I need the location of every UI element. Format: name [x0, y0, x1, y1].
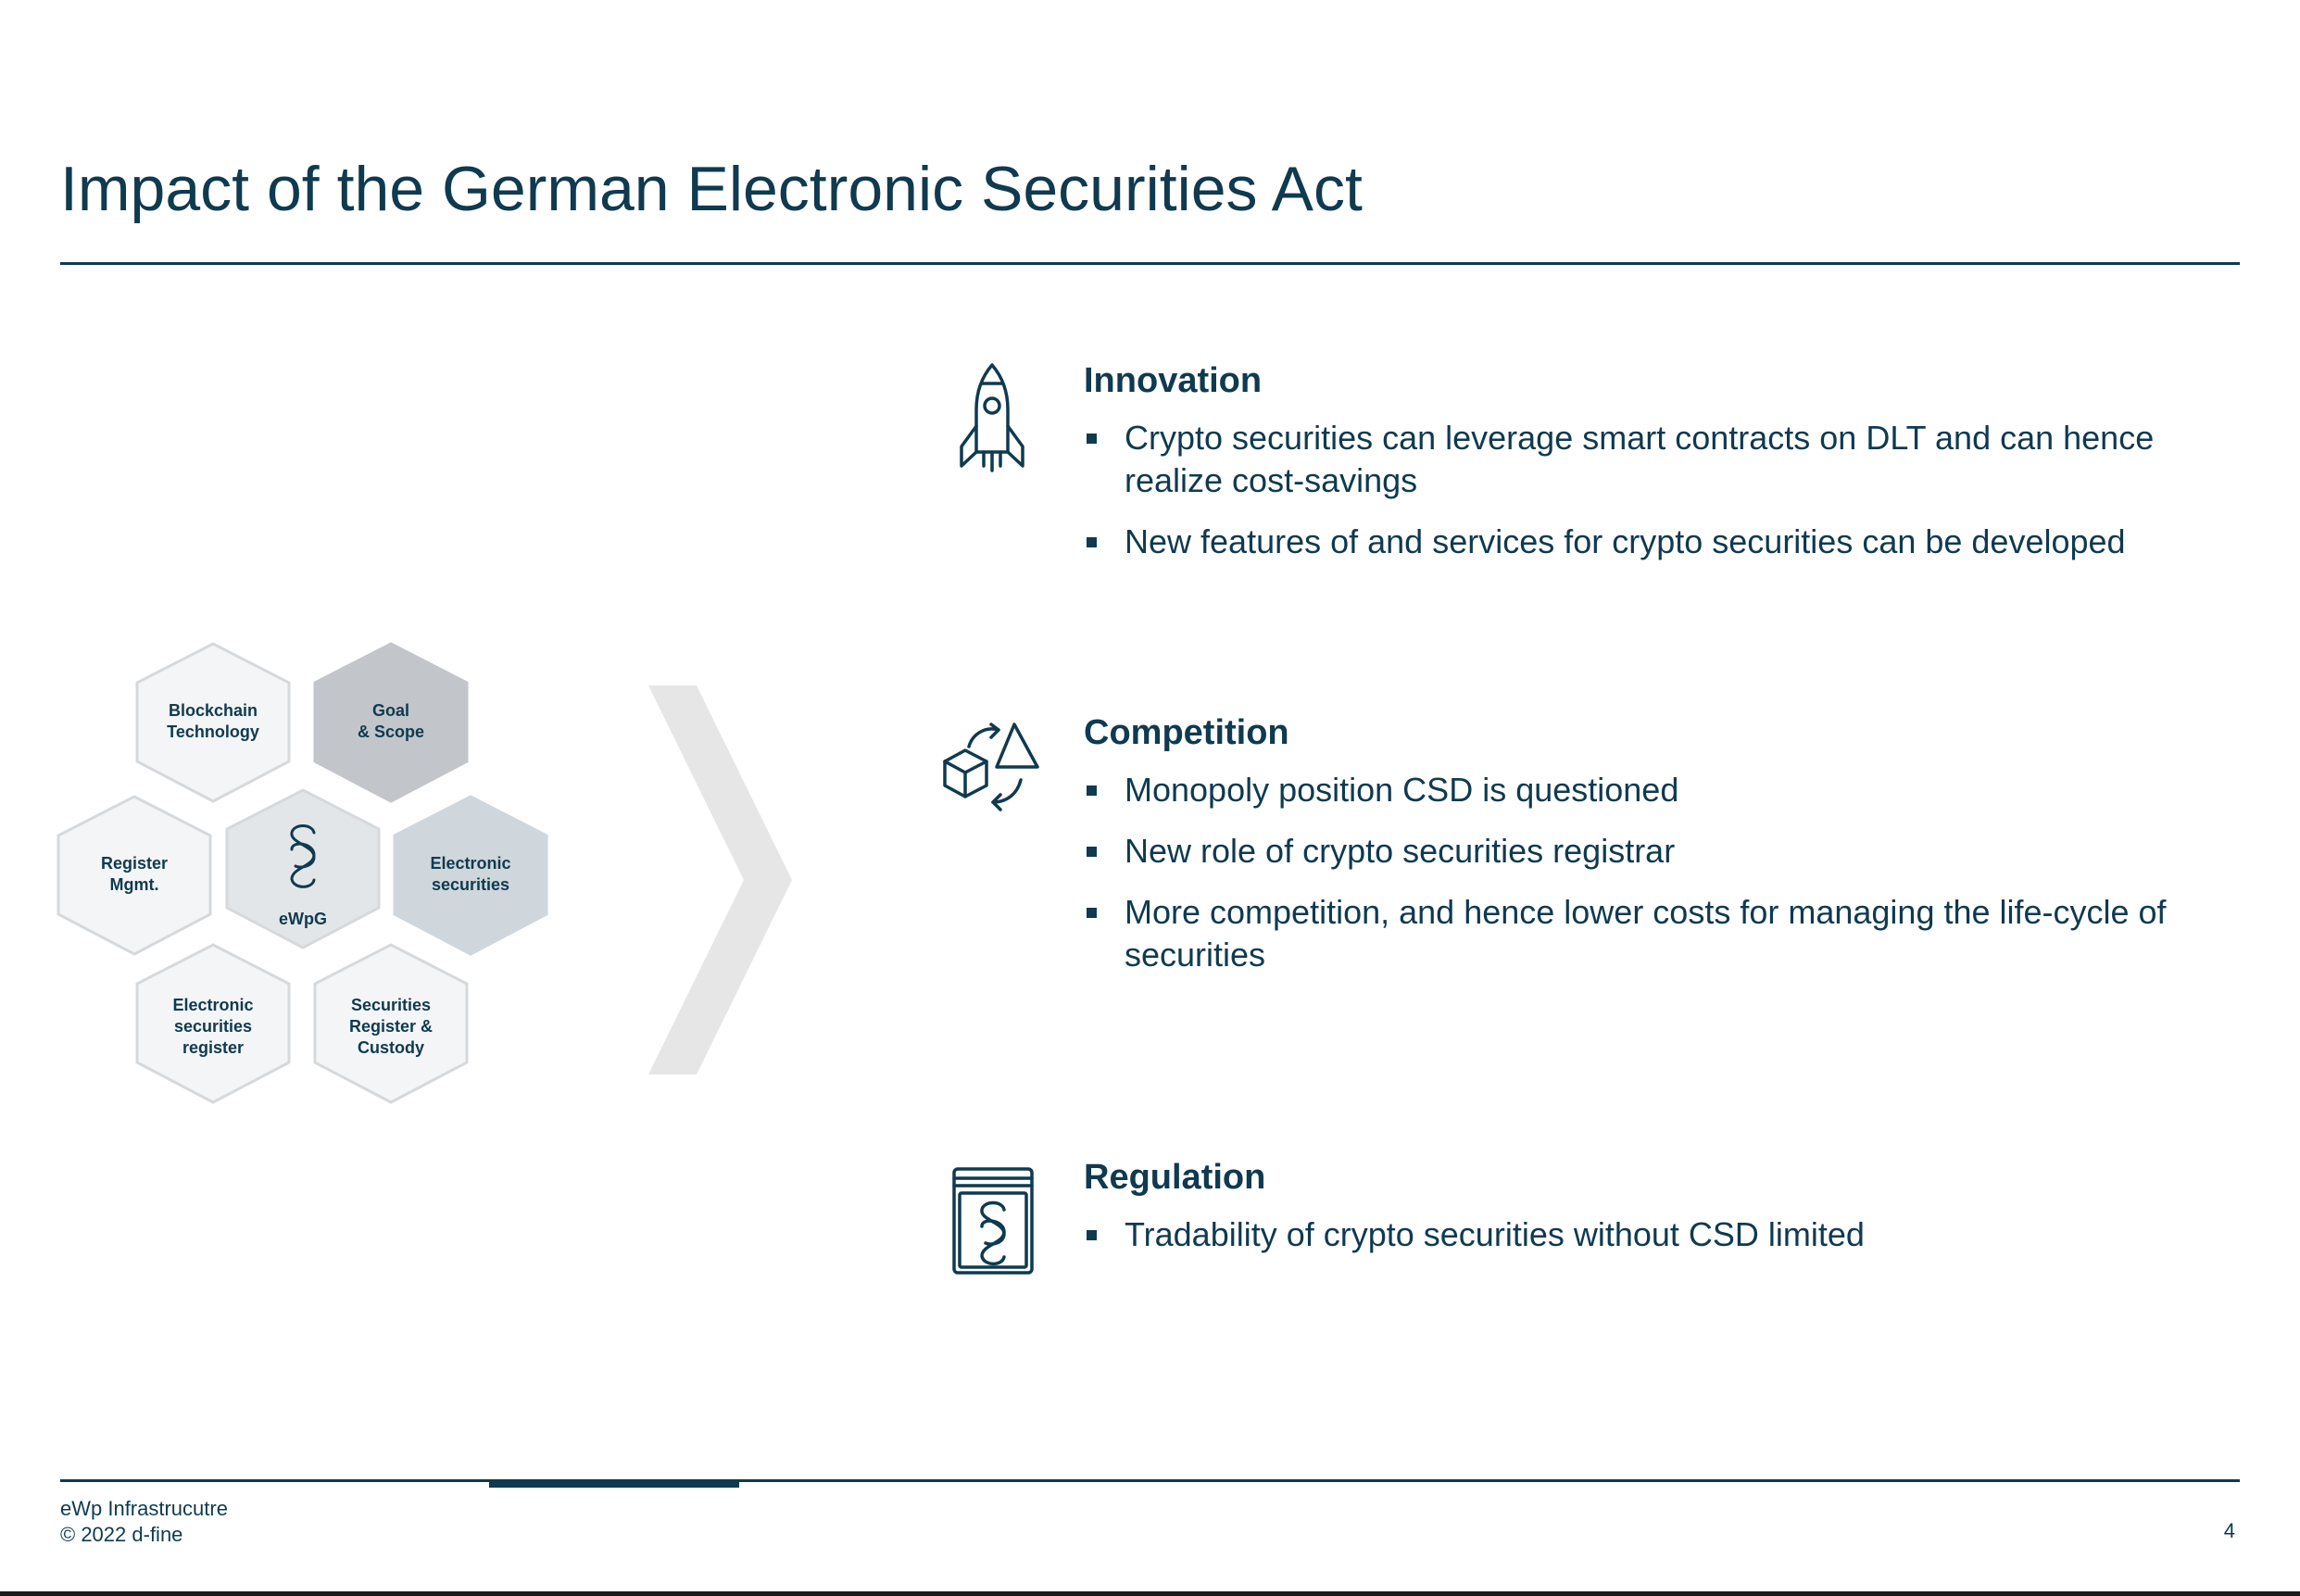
svg-text:Securities: Securities — [351, 996, 431, 1014]
list-item: Tradability of crypto securities without… — [1084, 1213, 2232, 1256]
list-item: Crypto securities can leverage smart con… — [1084, 417, 2232, 502]
svg-text:eWpG: eWpG — [279, 910, 327, 928]
svg-text:Electronic: Electronic — [172, 996, 253, 1014]
list-item: More competition, and hence lower costs … — [1084, 891, 2232, 976]
footer-project: eWp Infrastrucutre — [60, 1497, 228, 1520]
page-number: 4 — [2223, 1519, 2235, 1542]
svg-text:Technology: Technology — [167, 723, 259, 741]
bottom-edge-strip — [0, 1591, 2300, 1596]
law-book-icon — [936, 1158, 1047, 1278]
competition-bullet-list: Monopoly position CSD is questioned New … — [1084, 769, 2232, 995]
hex-goal-scope: Goal & Scope — [313, 642, 469, 803]
svg-text:securities: securities — [432, 875, 509, 894]
hex-electronic-securities: Electronic securities — [393, 795, 548, 956]
section-innovation: Innovation Crypto securities can leverag… — [936, 361, 2251, 584]
svg-text:Custody: Custody — [358, 1038, 424, 1057]
svg-text:Goal: Goal — [372, 701, 409, 720]
svg-text:Register &: Register & — [349, 1017, 433, 1036]
hex-ewpg-center: eWpG — [225, 788, 381, 949]
section-competition: Competition Monopoly position CSD is que… — [936, 713, 2251, 991]
competition-heading: Competition — [1084, 713, 1289, 752]
footer-divider — [60, 1479, 2240, 1482]
svg-text:register: register — [182, 1038, 244, 1057]
svg-text:Blockchain: Blockchain — [169, 701, 258, 720]
footer-info: eWp Infrastrucutre © 2022 d-fine — [60, 1496, 228, 1548]
regulation-bullet-list: Tradability of crypto securities without… — [1084, 1213, 2232, 1275]
list-item: Monopoly position CSD is questioned — [1084, 769, 2232, 811]
hex-blockchain-technology: Blockchain Technology — [135, 642, 291, 803]
hex-electronic-securities-register: Electronic securities register — [135, 943, 291, 1104]
svg-text:Mgmt.: Mgmt. — [110, 875, 159, 894]
hex-securities-register-custody: Securities Register & Custody — [313, 943, 469, 1104]
svg-text:Register: Register — [101, 854, 168, 873]
ewpg-hexagon-diagram: Blockchain Technology Goal & Scope Regis… — [51, 635, 570, 1130]
list-item: New role of crypto securities registrar — [1084, 830, 2232, 873]
title-divider — [60, 262, 2240, 265]
slide-title: Impact of the German Electronic Securiti… — [60, 154, 1363, 224]
svg-text:Electronic: Electronic — [430, 854, 510, 873]
rocket-icon — [936, 361, 1047, 482]
footer-copyright: © 2022 d-fine — [60, 1523, 183, 1546]
innovation-heading: Innovation — [1084, 361, 1263, 400]
chevron-arrow-icon — [648, 685, 797, 1074]
svg-text:& Scope: & Scope — [358, 723, 424, 741]
regulation-heading: Regulation — [1084, 1158, 1266, 1197]
innovation-bullet-list: Crypto securities can leverage smart con… — [1084, 417, 2232, 582]
section-regulation: Regulation Tradability of crypto securit… — [936, 1158, 2251, 1297]
svg-text:securities: securities — [174, 1017, 252, 1036]
list-item: New features of and services for crypto … — [1084, 521, 2232, 563]
footer-accent-bar — [489, 1479, 739, 1488]
section-sign-icon — [290, 824, 316, 888]
hex-register-mgmt: Register Mgmt. — [57, 795, 212, 956]
shapes-exchange-icon — [936, 713, 1047, 834]
